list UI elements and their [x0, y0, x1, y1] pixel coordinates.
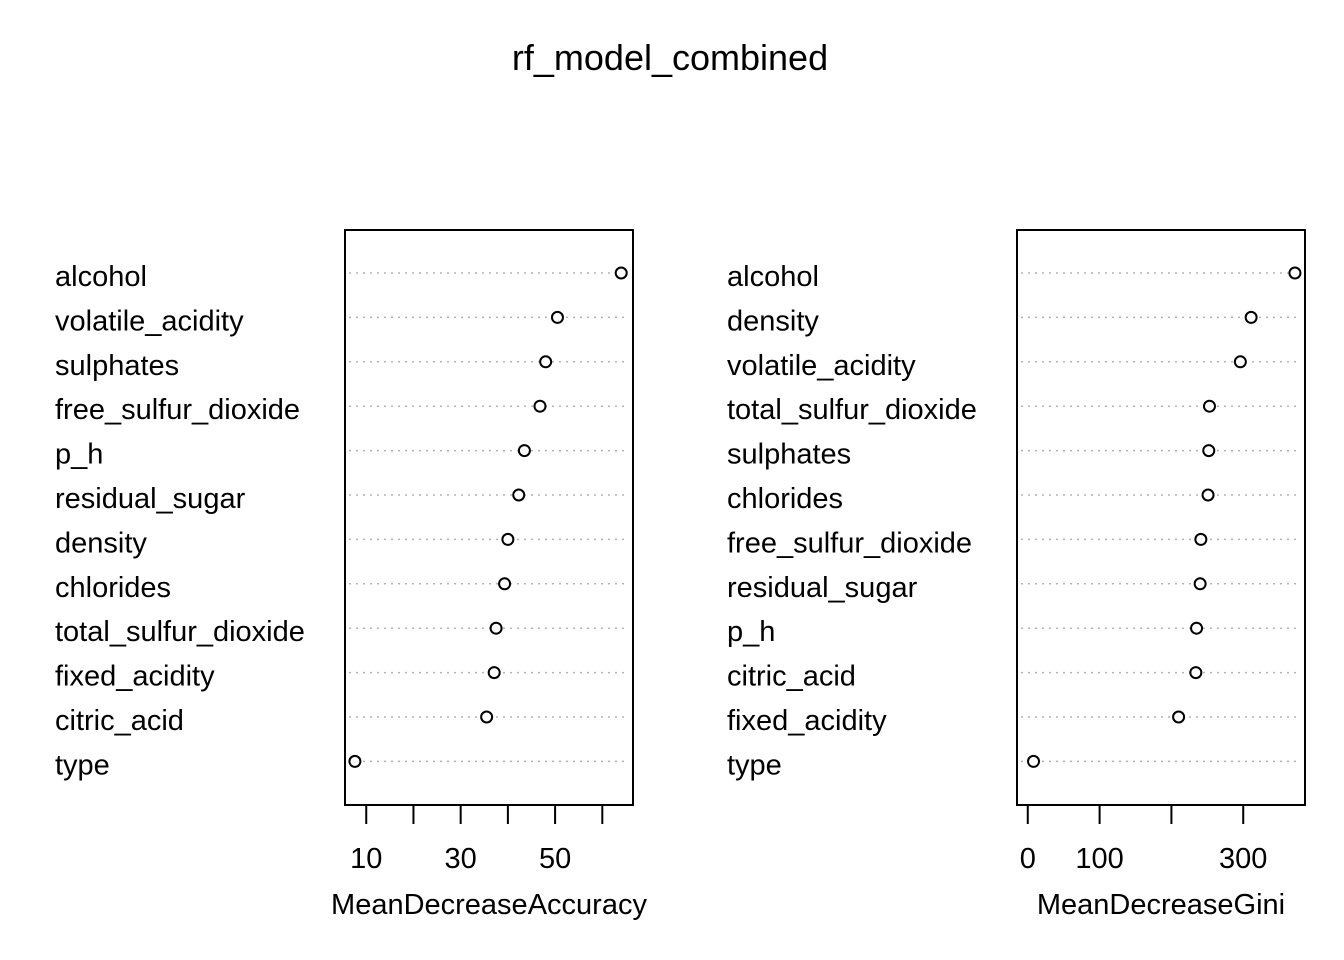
panel-mean-decrease-gini: alcohol density volatile_acidity total_sulf… [727, 229, 1306, 921]
category-label: citric_acid [727, 661, 856, 693]
data-point [1244, 310, 1258, 324]
category-label: volatile_acidity [727, 350, 916, 382]
data-point [1189, 666, 1203, 680]
data-point [498, 577, 512, 591]
data-point [614, 266, 628, 280]
category-label: residual_sugar [55, 483, 246, 515]
data-point [1194, 532, 1208, 546]
category-label: free_sulfur_dioxide [727, 527, 972, 559]
data-point [1288, 266, 1302, 280]
category-label: alcohol [727, 261, 819, 293]
data-point [1190, 621, 1204, 635]
plot-frame [1016, 229, 1306, 806]
x-tick-label: 300 [1219, 843, 1267, 875]
category-label: p_h [727, 616, 775, 648]
data-point [512, 488, 526, 502]
category-label: volatile_acidity [55, 305, 244, 337]
category-label: alcohol [55, 261, 147, 293]
category-label: total_sulfur_dioxide [55, 616, 305, 648]
data-point [1233, 355, 1247, 369]
category-label: chlorides [55, 572, 171, 604]
panel-mean-decrease-accuracy: alcohol volatile_acidity sulphates free_sul… [55, 229, 647, 921]
data-point [1201, 488, 1215, 502]
category-label: type [55, 749, 110, 781]
category-label: chlorides [727, 483, 843, 515]
data-point [539, 355, 553, 369]
category-label: fixed_acidity [55, 661, 215, 693]
data-point [501, 532, 515, 546]
data-point [1193, 577, 1207, 591]
x-tick-label: 0 [1020, 843, 1036, 875]
category-label: sulphates [55, 350, 179, 382]
category-label: density [727, 305, 819, 337]
x-tick-label: 10 [350, 843, 382, 875]
chart-title: rf_model_combined [512, 37, 828, 78]
x-tick-label: 100 [1075, 843, 1123, 875]
data-point [348, 754, 362, 768]
category-label: citric_acid [55, 705, 184, 737]
category-label: free_sulfur_dioxide [55, 394, 300, 426]
data-point [1202, 399, 1216, 413]
category-label: total_sulfur_dioxide [727, 394, 977, 426]
x-tick-label: 50 [539, 843, 571, 875]
x-tick-label: 30 [445, 843, 477, 875]
category-label: type [727, 749, 782, 781]
plot-frame [344, 229, 634, 806]
data-point [487, 666, 501, 680]
category-label: residual_sugar [727, 572, 918, 604]
category-label: density [55, 527, 147, 559]
data-point [489, 621, 503, 635]
x-axis-label: MeanDecreaseAccuracy [331, 889, 647, 921]
data-point [533, 399, 547, 413]
category-label: p_h [55, 439, 103, 471]
data-point [1172, 710, 1186, 724]
data-point [480, 710, 494, 724]
data-point [550, 310, 564, 324]
data-point [1027, 754, 1041, 768]
category-label: sulphates [727, 439, 851, 471]
category-label: fixed_acidity [727, 705, 887, 737]
data-point [1202, 444, 1216, 458]
x-axis-label: MeanDecreaseGini [1037, 889, 1285, 921]
data-point [517, 444, 531, 458]
